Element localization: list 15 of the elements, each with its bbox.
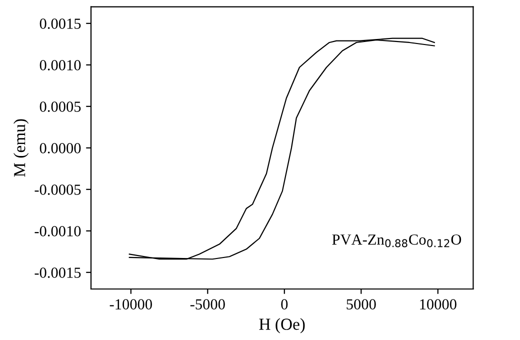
y-tick-label: -0.0010 bbox=[34, 226, 81, 236]
x-tick-label: 10000 bbox=[420, 299, 456, 310]
x-tick-label: -10000 bbox=[110, 299, 152, 310]
y-axis-title: M (emu) bbox=[14, 119, 29, 177]
y-tick-label: 0.0010 bbox=[40, 60, 81, 70]
annotation: PVA-Zn$_{0.88}$Co$_{0.12}$O bbox=[332, 234, 462, 248]
y-tick-label: 0.0015 bbox=[40, 18, 81, 29]
x-tick-label: 5000 bbox=[346, 299, 376, 310]
y-tick-label: -0.0005 bbox=[34, 184, 81, 195]
y-tick-label: 0.0005 bbox=[40, 102, 81, 112]
x-axis-title: H (Oe) bbox=[259, 318, 305, 334]
x-tick-label: -5000 bbox=[190, 299, 225, 310]
y-tick-label: 0.0000 bbox=[40, 143, 81, 154]
x-tick-label: 0 bbox=[281, 299, 288, 310]
y-tick-label: -0.0015 bbox=[34, 268, 81, 278]
